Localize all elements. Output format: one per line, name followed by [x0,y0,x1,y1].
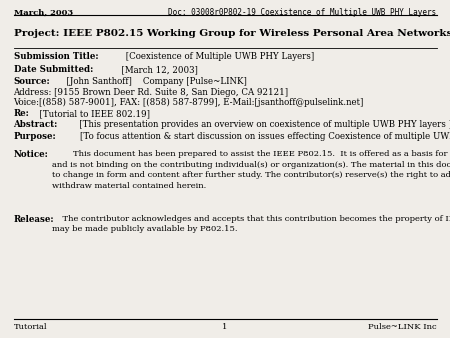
Text: [This presentation provides an overview on coexistence of multiple UWB PHY layer: [This presentation provides an overview … [71,120,450,129]
Text: [John Santhoff]    Company [Pulse~LINK]: [John Santhoff] Company [Pulse~LINK] [61,77,247,86]
Text: Abstract:: Abstract: [14,120,58,129]
Text: Re:: Re: [14,109,29,118]
Text: Pulse~LINK Inc: Pulse~LINK Inc [368,323,436,331]
Text: The contributor acknowledges and accepts that this contribution becomes the prop: The contributor acknowledges and accepts… [52,215,450,233]
Text: Voice:[(858) 587-9001], FAX: [(858) 587-8799], E-Mail:[jsanthoff@pulselink.net]: Voice:[(858) 587-9001], FAX: [(858) 587-… [14,98,364,107]
Text: [Tutorial to IEEE 802.19]: [Tutorial to IEEE 802.19] [34,109,150,118]
Text: [To focus attention & start discussion on issues effecting Coexistence of multip: [To focus attention & start discussion o… [69,132,450,141]
Text: Release:: Release: [14,215,54,224]
Text: This document has been prepared to assist the IEEE P802.15.  It is offered as a : This document has been prepared to assis… [52,150,450,190]
Text: Doc: 03008r0P802-19 Coexistence of Multiple UWB PHY Layers: Doc: 03008r0P802-19 Coexistence of Multi… [168,8,436,18]
Text: Date Submitted:: Date Submitted: [14,65,93,74]
Text: March, 2003: March, 2003 [14,8,72,17]
Text: Tutorial: Tutorial [14,323,47,331]
Text: 1: 1 [222,323,228,331]
Text: Project: IEEE P802.15 Working Group for Wireless Personal Area Networks (WPANs): Project: IEEE P802.15 Working Group for … [14,29,450,38]
Text: Source:: Source: [14,77,50,86]
Text: [March 12, 2003]: [March 12, 2003] [116,65,198,74]
Text: Submission Title:: Submission Title: [14,52,98,62]
Text: [Coexistence of Multiple UWB PHY Layers]: [Coexistence of Multiple UWB PHY Layers] [123,52,314,62]
Text: Purpose:: Purpose: [14,132,56,141]
Text: Address: [9155 Brown Deer Rd. Suite 8, San Diego, CA 92121]: Address: [9155 Brown Deer Rd. Suite 8, S… [14,88,288,97]
Text: Notice:: Notice: [14,150,49,160]
